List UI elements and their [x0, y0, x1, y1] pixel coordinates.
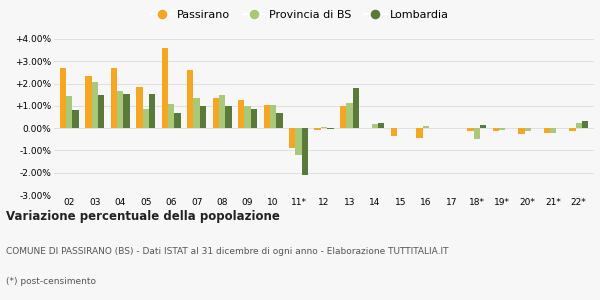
Bar: [353, 88, 359, 128]
Text: COMUNE DI PASSIRANO (BS) - Dati ISTAT al 31 dicembre di ogni anno - Elaborazione: COMUNE DI PASSIRANO (BS) - Dati ISTAT al…: [6, 248, 449, 256]
Bar: [493, 128, 499, 131]
Bar: [524, 128, 531, 131]
Bar: [346, 103, 353, 128]
Bar: [98, 95, 104, 128]
Bar: [200, 106, 206, 128]
Bar: [518, 128, 524, 134]
Bar: [263, 105, 270, 128]
Bar: [473, 128, 480, 139]
Bar: [544, 128, 550, 133]
Bar: [85, 76, 92, 128]
Bar: [168, 103, 175, 128]
Bar: [143, 109, 149, 128]
Bar: [110, 68, 117, 128]
Bar: [238, 100, 244, 128]
Bar: [391, 128, 397, 136]
Bar: [244, 106, 251, 128]
Bar: [92, 82, 98, 128]
Bar: [499, 128, 505, 130]
Bar: [480, 125, 487, 128]
Bar: [161, 48, 168, 128]
Bar: [327, 128, 334, 129]
Bar: [340, 106, 346, 128]
Bar: [193, 98, 200, 128]
Bar: [251, 109, 257, 128]
Bar: [225, 106, 232, 128]
Text: (*) post-censimento: (*) post-censimento: [6, 278, 96, 286]
Bar: [212, 98, 219, 128]
Bar: [149, 94, 155, 128]
Bar: [219, 95, 225, 128]
Bar: [270, 105, 276, 128]
Bar: [467, 128, 473, 131]
Bar: [321, 127, 327, 128]
Bar: [73, 110, 79, 128]
Bar: [187, 70, 193, 128]
Bar: [117, 92, 124, 128]
Bar: [60, 68, 66, 128]
Bar: [295, 128, 302, 155]
Bar: [423, 126, 429, 128]
Bar: [136, 87, 143, 128]
Bar: [124, 94, 130, 128]
Bar: [582, 122, 588, 128]
Bar: [302, 128, 308, 175]
Bar: [314, 128, 321, 130]
Bar: [550, 128, 556, 133]
Bar: [175, 112, 181, 128]
Bar: [372, 124, 378, 128]
Legend: Passirano, Provincia di BS, Lombardia: Passirano, Provincia di BS, Lombardia: [146, 6, 454, 24]
Bar: [276, 112, 283, 128]
Bar: [416, 128, 423, 138]
Text: Variazione percentuale della popolazione: Variazione percentuale della popolazione: [6, 210, 280, 223]
Bar: [378, 123, 385, 128]
Bar: [569, 128, 575, 131]
Bar: [289, 128, 295, 148]
Bar: [66, 96, 73, 128]
Bar: [575, 123, 582, 128]
